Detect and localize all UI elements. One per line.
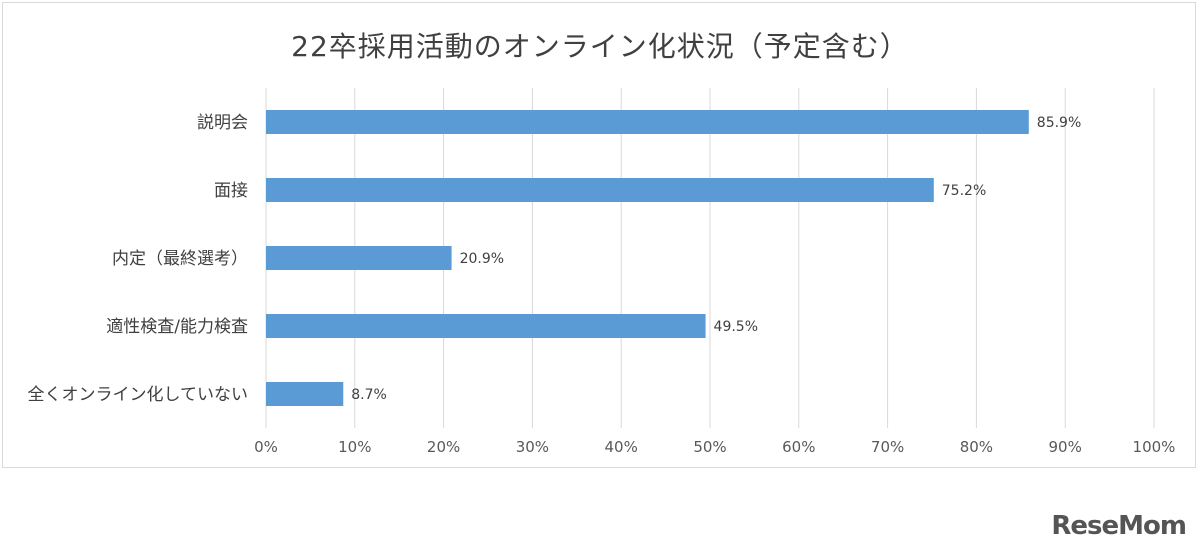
category-label: 全くオンライン化していない — [28, 385, 249, 405]
x-tick-label: 80% — [960, 438, 993, 456]
x-tick-label: 40% — [605, 438, 638, 456]
resemom-logo: ReseMom — [1051, 511, 1187, 541]
data-label: 49.5% — [714, 319, 758, 335]
bar — [266, 246, 452, 270]
grid-lines — [265, 88, 1155, 428]
chart-frame: 22卒採用活動のオンライン化状況（予定含む） — [2, 2, 1196, 468]
x-tick-label: 90% — [1049, 438, 1082, 456]
bar — [266, 178, 934, 202]
x-tick-label: 60% — [782, 438, 815, 456]
data-label: 8.7% — [351, 387, 387, 403]
bar — [266, 382, 344, 406]
x-tick-label: 30% — [516, 438, 549, 456]
chart-title: 22卒採用活動のオンライン化状況（予定含む） — [291, 30, 909, 63]
x-tick-labels: 0% 10% 20% 30% 40% 50% 60% 70% 80% 90% 100% — [254, 438, 1175, 456]
category-label: 面接 — [214, 181, 248, 201]
category-label: 内定（最終選考） — [112, 249, 248, 269]
x-tick-label: 50% — [693, 438, 726, 456]
category-label: 適性検査/能力検査 — [106, 317, 248, 337]
bars — [266, 110, 1029, 406]
data-label: 75.2% — [942, 183, 986, 199]
x-tick-label: 0% — [254, 438, 278, 456]
bar — [266, 110, 1029, 134]
data-label: 20.9% — [460, 251, 504, 267]
x-tick-label: 20% — [427, 438, 460, 456]
x-tick-label: 100% — [1133, 438, 1176, 456]
bar — [266, 314, 706, 338]
x-tick-label: 10% — [338, 438, 371, 456]
x-tick-label: 70% — [871, 438, 904, 456]
data-label: 85.9% — [1037, 115, 1081, 131]
category-label: 説明会 — [197, 113, 248, 133]
data-labels: 85.9% 75.2% 20.9% 49.5% 8.7% — [351, 115, 1081, 403]
